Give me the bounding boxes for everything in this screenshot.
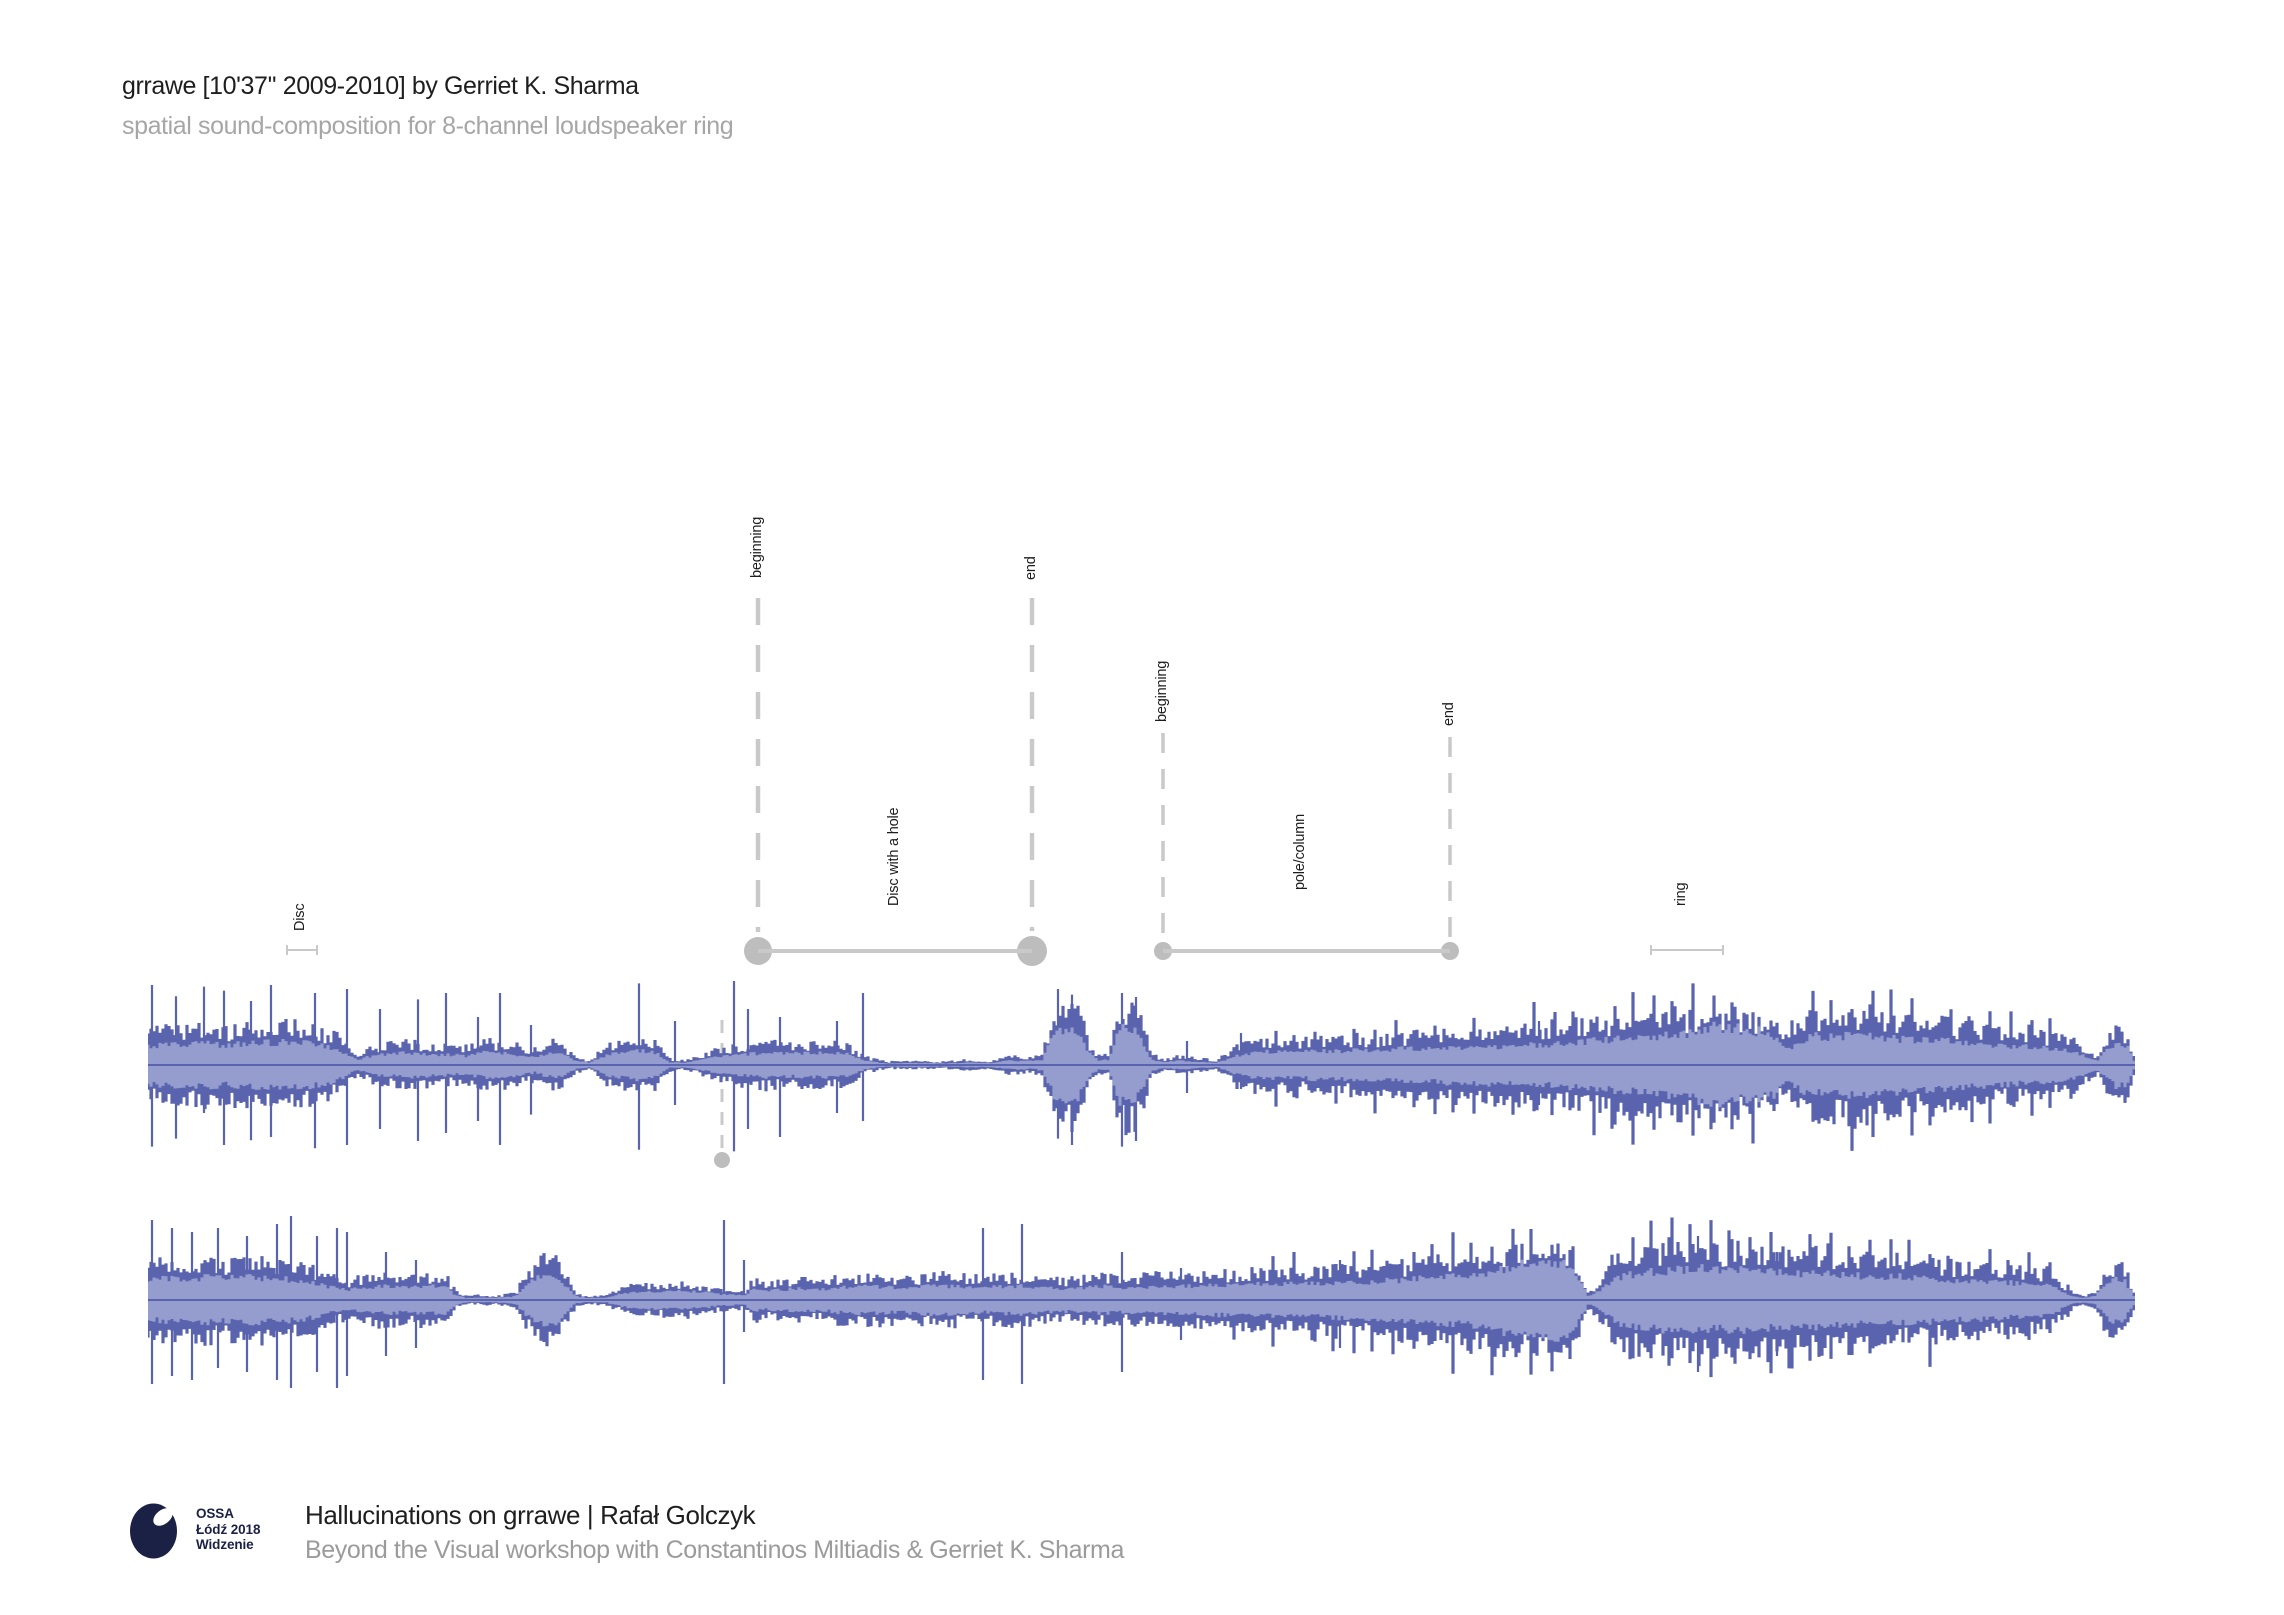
work-title: Hallucinations on grrawe | Rafał Golczyk: [305, 1500, 756, 1530]
logo-line-1: OSSA: [196, 1506, 234, 1521]
ossa-lodz-widzenie-logo: [130, 1503, 177, 1559]
disc-with-a-hole-beginning-label: beginning: [749, 516, 765, 578]
pole-column-beginning-label: beginning: [1154, 660, 1170, 722]
ring-label: ring: [1673, 882, 1689, 906]
logo-hole: [153, 1508, 173, 1526]
pole-column-label: pole/column: [1292, 814, 1308, 890]
composition-title: grrawe [10'37'' 2009-2010] by Gerriet K.…: [122, 72, 639, 100]
disc-label: Disc: [292, 903, 308, 931]
pole-column-end-label: end: [1441, 702, 1457, 726]
waveform-channel-1: [148, 981, 2135, 1152]
logo-line-3: Widzenie: [196, 1537, 254, 1552]
event-marker-dot: [714, 1152, 730, 1168]
logo-wordmark: OSSA Łódź 2018 Widzenie: [196, 1506, 260, 1553]
waveform-channel-2: [148, 1216, 2135, 1388]
logo-line-2: Łódź 2018: [196, 1521, 261, 1537]
workshop-subtitle: Beyond the Visual workshop with Constant…: [305, 1536, 1124, 1564]
disc-with-a-hole-end-label: end: [1023, 556, 1039, 580]
composition-subtitle: spatial sound-composition for 8-channel …: [122, 112, 734, 140]
disc-with-a-hole-label: Disc with a hole: [886, 807, 902, 906]
